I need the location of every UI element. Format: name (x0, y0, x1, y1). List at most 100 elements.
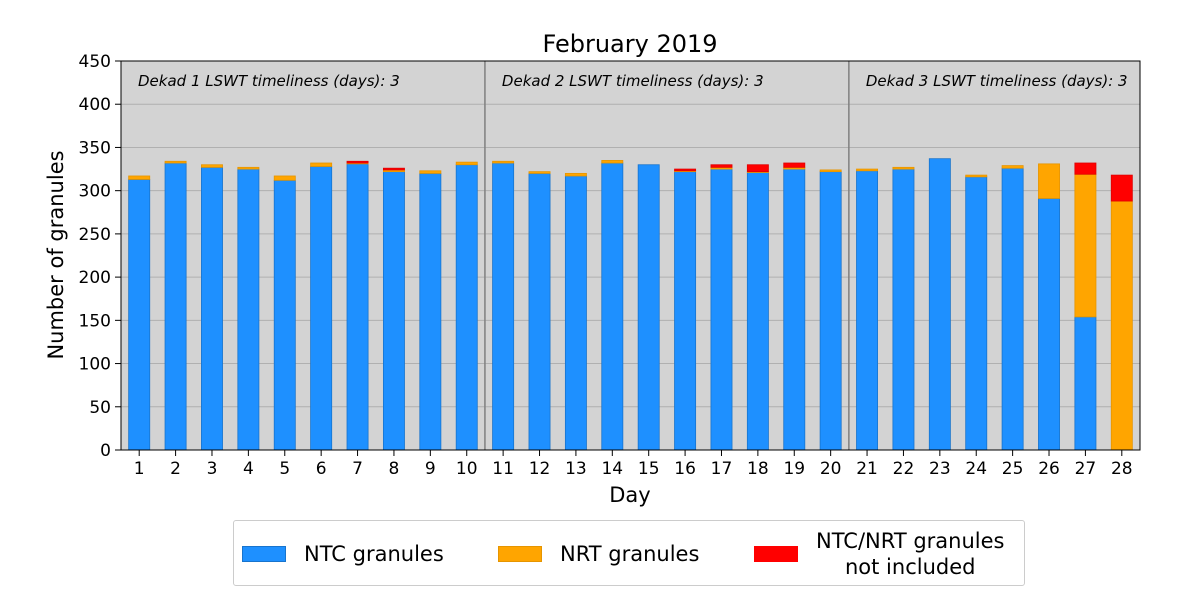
x-tick-label: 8 (389, 459, 400, 479)
bar-segment (528, 171, 551, 174)
x-tick-label: 17 (711, 459, 733, 479)
bar-segment (382, 171, 405, 451)
x-tick-label: 12 (529, 459, 551, 479)
bar-segment (892, 168, 915, 451)
bar-segment (492, 162, 515, 451)
bar-segment (1074, 162, 1097, 175)
bar-segment (164, 162, 187, 451)
x-tick-label: 22 (893, 459, 915, 479)
x-tick-label: 24 (965, 459, 987, 479)
bar-segment (1074, 316, 1097, 451)
bar-segment (746, 172, 769, 451)
bar-segment (1038, 163, 1060, 199)
x-axis: 1 2 3 4 5 6 7 8 9 10 11 12 13 14 15 16 17 18 19 20 21 22 23 24 2… (134, 450, 1133, 479)
bar-segment (746, 164, 769, 173)
bar-segment (1001, 167, 1024, 451)
bar-segment (346, 163, 369, 451)
legend-swatch-excluded (754, 546, 798, 562)
y-tick-label: 200 (79, 268, 111, 288)
chart-title: February 2019 (542, 30, 717, 58)
bar-segment (1110, 200, 1133, 451)
legend-label-ntc: NTC granules (304, 542, 444, 566)
bar-segment (455, 161, 478, 166)
bar-segment (273, 179, 296, 451)
bar-segment (419, 170, 442, 174)
x-tick-label: 19 (783, 459, 805, 479)
x-axis-label: Day (609, 483, 650, 507)
bar-segment (128, 179, 151, 451)
x-tick-label: 18 (747, 459, 769, 479)
bar-segment (819, 171, 842, 451)
x-tick-label: 20 (820, 459, 842, 479)
bar-segment (674, 168, 697, 172)
x-tick-label: 25 (1002, 459, 1024, 479)
bar-segment (710, 164, 733, 168)
bar-segment (637, 164, 660, 451)
x-tick-label: 7 (352, 459, 363, 479)
x-tick-label: 27 (1075, 459, 1097, 479)
bar-segment (455, 164, 478, 451)
bar-segment (1074, 173, 1097, 318)
x-tick-label: 28 (1111, 459, 1133, 479)
x-tick-label: 1 (134, 459, 145, 479)
legend-item-excluded: NTC/NRT granules not included (754, 521, 1004, 587)
dekad-dividers (484, 61, 850, 450)
bar-segment (492, 160, 515, 164)
dekad-annotation: Dekad 3 LSWT timeliness (days): 3 (866, 72, 1128, 90)
bar-segment (310, 166, 333, 451)
y-tick-label: 350 (79, 138, 111, 158)
x-tick-label: 13 (565, 459, 587, 479)
x-tick-label: 6 (316, 459, 327, 479)
dekad-annotation: Dekad 1 LSWT timeliness (days): 3 (138, 72, 400, 90)
legend-item-ntc: NTC granules (242, 521, 444, 587)
bar-segment (783, 162, 806, 168)
x-tick-label: 2 (170, 459, 181, 479)
bar-segment (1110, 174, 1133, 202)
bar-segment (928, 158, 951, 451)
legend: NTC granules NRT granules NTC/NRT granul… (233, 520, 1025, 586)
bar-segment (273, 175, 296, 181)
x-tick-label: 9 (425, 459, 436, 479)
dekad-annotations: Dekad 1 LSWT timeliness (days): 3 Dekad 2… (138, 72, 1128, 90)
x-tick-label: 16 (674, 459, 696, 479)
x-tick-label: 14 (601, 459, 623, 479)
bar-segment (856, 168, 879, 172)
y-tick-label: 50 (89, 398, 111, 418)
bar-segment (1001, 165, 1024, 169)
legend-swatch-nrt (498, 546, 542, 562)
x-tick-label: 5 (279, 459, 290, 479)
y-tick-label: 100 (79, 355, 111, 375)
y-tick-label: 250 (79, 225, 111, 245)
bar-segment (128, 175, 151, 180)
x-tick-label: 3 (207, 459, 218, 479)
bar-segment (1038, 198, 1060, 451)
bar-segment (965, 174, 988, 178)
x-tick-label: 23 (929, 459, 951, 479)
bar-segment (310, 162, 333, 167)
bar-segment (419, 172, 442, 451)
bar-segment (528, 172, 551, 451)
bar-segment (382, 167, 405, 171)
bar-segment (564, 172, 587, 177)
x-tick-label: 10 (456, 459, 478, 479)
bar-segment (237, 166, 260, 170)
bar-segment (237, 168, 260, 451)
bar-segment (564, 175, 587, 451)
y-tick-label: 150 (79, 311, 111, 331)
legend-label-nrt: NRT granules (560, 542, 700, 566)
x-tick-label: 4 (243, 459, 254, 479)
y-tick-label: 450 (79, 52, 111, 72)
bar-segment (710, 168, 733, 451)
y-axis: 0 50 100 150 200 250 300 350 400 450 (79, 52, 121, 461)
bars-group (128, 158, 1133, 451)
legend-label-excluded: NTC/NRT granules not included (816, 529, 1005, 579)
y-axis-label: Number of granules (44, 150, 68, 359)
y-tick-label: 400 (79, 95, 111, 115)
plot-frame (120, 60, 1141, 451)
x-tick-label: 26 (1038, 459, 1060, 479)
x-tick-label: 15 (638, 459, 660, 479)
x-tick-label: 21 (856, 459, 878, 479)
bar-segment (201, 164, 223, 168)
bar-segment (201, 166, 223, 451)
